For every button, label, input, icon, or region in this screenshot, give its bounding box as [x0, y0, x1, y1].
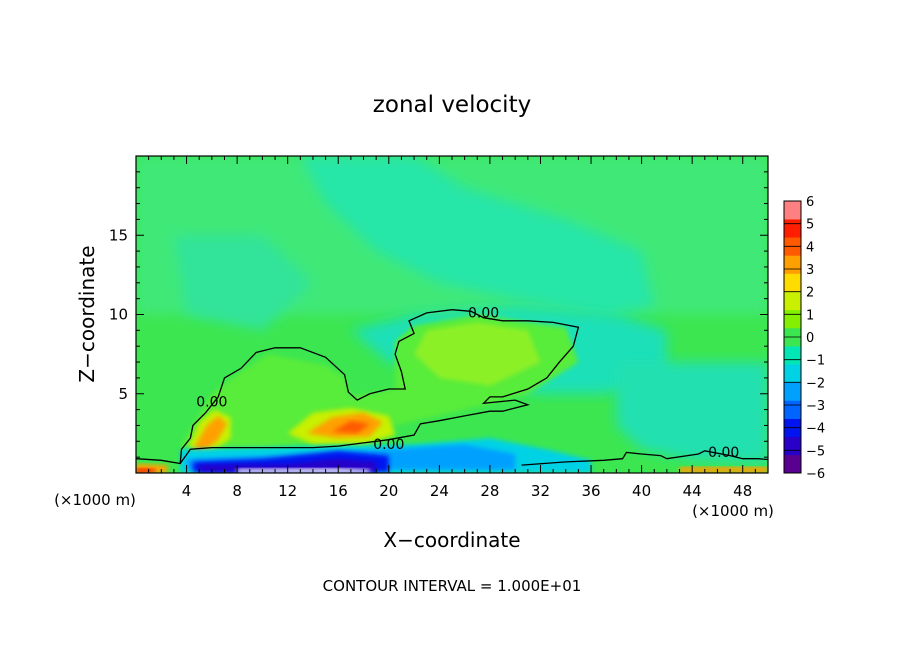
heat-region-left-cyan-patch	[173, 235, 313, 331]
contour-line-1	[136, 309, 580, 465]
x-tick-label: 20	[379, 482, 398, 500]
x-tick-label: 8	[232, 482, 242, 500]
colorbar-label: −6	[806, 467, 825, 482]
heat-region-yellow-green-core	[414, 322, 541, 386]
colorbar-swatch	[784, 291, 801, 311]
x-axis-ticks: 4 8 12 16 20 24 28 32 36 40 44 48	[148, 156, 756, 500]
x-tick-label: 36	[581, 482, 600, 500]
y-axis-label: Z−coordinate	[75, 245, 99, 382]
x-tick-label: 28	[480, 482, 499, 500]
contour-line-2	[521, 450, 768, 466]
colorbar-label: 0	[806, 331, 814, 346]
contour-lines	[136, 309, 768, 466]
colorbar-swatch	[784, 273, 801, 292]
colorbar-label: 3	[806, 263, 814, 278]
colorbar: 6 5 4 3 2 1 0 −1 −2 −3 −4 −5 −6	[783, 195, 825, 482]
y-tick-label: 15	[109, 226, 128, 244]
y-tick-label: 10	[109, 306, 128, 324]
colorbar-swatch	[784, 454, 801, 474]
colorbar-label: −2	[806, 376, 825, 391]
x-tick-label: 44	[683, 482, 702, 500]
contour-label-1: 0.00	[196, 394, 227, 410]
colorbar-swatch	[784, 219, 801, 238]
plot-area: 0.00 0.00 0.00 0.00	[135, 155, 769, 474]
heat-region-mid-red	[331, 420, 370, 434]
x-tick-label: 24	[430, 482, 449, 500]
heat-region-left-corner-red	[136, 468, 155, 473]
colorbar-swatch	[784, 364, 801, 383]
contour-interval-note: CONTOUR INTERVAL = 1.000E+01	[323, 577, 582, 595]
colorbar-swatch	[784, 436, 801, 456]
colorbar-label: −4	[806, 422, 825, 437]
x-tick-label: 16	[329, 482, 348, 500]
y-axis-ticks: 5 10 15	[109, 171, 768, 458]
colorbar-label: 2	[806, 286, 814, 301]
colorbar-label: −3	[806, 399, 825, 414]
heat-region-right-surface-warm	[679, 466, 768, 473]
heat-region-right-cyan	[616, 362, 768, 464]
heatmap-regions	[136, 156, 768, 473]
heat-region-left-orange	[194, 415, 227, 454]
colorbar-swatch	[784, 309, 801, 329]
colorbar-swatch	[784, 400, 801, 419]
colorbar-swatch	[784, 201, 801, 220]
heat-region-surface-white	[237, 468, 370, 473]
x-tick-label: 4	[182, 482, 192, 500]
contour-label-2: 0.00	[468, 306, 499, 322]
chart-title: zonal velocity	[373, 92, 531, 118]
colorbar-swatch	[784, 382, 801, 401]
colorbar-label: 5	[806, 218, 814, 233]
x-unit-left: (×1000 m)	[54, 491, 136, 509]
x-axis-label: X−coordinate	[383, 528, 520, 552]
colorbar-label: 1	[806, 308, 814, 323]
colorbar-label: −1	[806, 354, 825, 369]
heat-region-cyan-plume-top	[300, 156, 655, 315]
colorbar-label: 4	[806, 240, 814, 255]
colorbar-label: −5	[806, 444, 825, 459]
x-unit-right: (×1000 m)	[692, 502, 774, 520]
colorbar-label: 6	[806, 195, 814, 210]
contour-label-3: 0.00	[373, 437, 404, 453]
contour-labels: 0.00 0.00 0.00 0.00	[196, 306, 739, 461]
x-tick-label: 48	[733, 482, 752, 500]
colorbar-swatch	[784, 346, 801, 365]
colorbar-swatch	[784, 255, 801, 274]
x-tick-label: 12	[278, 482, 297, 500]
contour-label-4: 0.00	[708, 445, 739, 461]
x-tick-label: 40	[632, 482, 651, 500]
x-tick-label: 32	[531, 482, 550, 500]
y-tick-label: 5	[118, 385, 128, 403]
